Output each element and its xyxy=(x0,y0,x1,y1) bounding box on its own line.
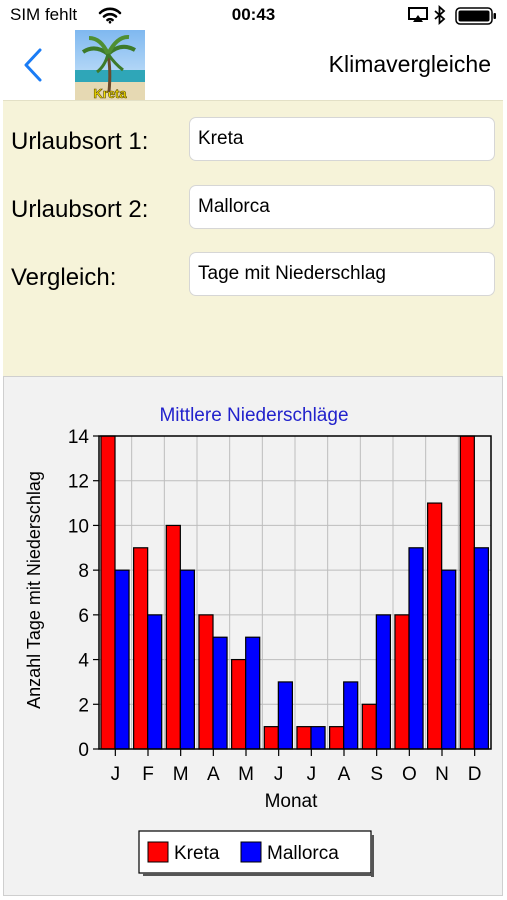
y-axis-label: Anzahl Tage mit Niederschlag xyxy=(24,471,44,709)
bar-mallorca-2 xyxy=(147,614,163,750)
back-button[interactable] xyxy=(18,44,54,86)
legend-swatch-mallorca xyxy=(240,841,262,863)
clock-label: 00:43 xyxy=(231,5,276,24)
bar-mallorca-1 xyxy=(114,569,130,750)
y-tick-label: 0 xyxy=(78,740,89,761)
bar-kreta-11 xyxy=(427,502,443,750)
battery-icon xyxy=(455,7,496,25)
x-tick-label: A xyxy=(338,764,351,785)
legend-swatch-kreta xyxy=(147,841,169,863)
x-tick-label: D xyxy=(468,764,482,785)
navigation-bar: Kreta Klimavergleiche xyxy=(0,30,507,100)
bar-kreta-6 xyxy=(263,726,279,750)
bar-kreta-1 xyxy=(100,435,116,750)
legend-shadow xyxy=(371,835,374,877)
y-tick-label: 14 xyxy=(68,427,90,448)
x-tick-label: F xyxy=(142,764,154,785)
bar-mallorca-7 xyxy=(310,726,326,750)
bar-mallorca-6 xyxy=(277,681,293,750)
app-icon: Kreta xyxy=(75,30,145,100)
bar-kreta-10 xyxy=(394,614,410,750)
x-tick-label: N xyxy=(435,764,449,785)
precipitation-chart: Mittlere Niederschläge Anzahl Tage mit N… xyxy=(24,405,492,877)
bar-mallorca-4 xyxy=(212,636,228,750)
bar-kreta-12 xyxy=(459,435,475,750)
airplay-icon xyxy=(408,7,428,22)
x-tick-label: S xyxy=(370,764,383,785)
bar-kreta-7 xyxy=(296,726,312,750)
bar-mallorca-9 xyxy=(375,614,391,750)
y-tick-label: 4 xyxy=(78,651,89,672)
x-tick-label: J xyxy=(111,764,121,785)
status-bar: SIM fehlt 00:43 xyxy=(0,0,507,30)
location-1-label: Urlaubsort 1: xyxy=(11,128,149,155)
x-axis-label: Monat xyxy=(265,791,319,812)
legend-label-mallorca: Mallorca xyxy=(267,843,339,864)
y-tick-label: 2 xyxy=(78,695,89,716)
bar-kreta-3 xyxy=(165,524,181,750)
y-tick-label: 10 xyxy=(68,516,89,537)
legend-label-kreta: Kreta xyxy=(174,843,220,864)
x-tick-label: A xyxy=(207,764,220,785)
bars xyxy=(100,435,489,750)
bar-kreta-8 xyxy=(329,726,345,750)
y-tick-label: 6 xyxy=(78,606,89,627)
bar-mallorca-11 xyxy=(441,569,457,750)
bar-kreta-9 xyxy=(361,703,377,750)
location-2-label: Urlaubsort 2: xyxy=(11,196,149,223)
bar-mallorca-3 xyxy=(179,569,195,750)
legend-shadow-bottom xyxy=(143,873,374,876)
comparison-label: Vergleich: xyxy=(11,264,117,291)
bar-mallorca-5 xyxy=(245,636,261,750)
chart-title: Mittlere Niederschläge xyxy=(159,405,348,426)
x-tick-label: J xyxy=(307,764,317,785)
bar-mallorca-10 xyxy=(408,547,424,750)
location-2-field[interactable]: Mallorca xyxy=(189,185,495,229)
app-icon-label: Kreta xyxy=(93,86,127,100)
bar-kreta-5 xyxy=(231,658,247,750)
bar-mallorca-12 xyxy=(473,547,489,750)
x-tick-label: M xyxy=(173,764,189,785)
y-tick-label: 12 xyxy=(68,472,89,493)
bar-mallorca-8 xyxy=(343,681,359,750)
page-title: Klimavergleiche xyxy=(328,51,491,77)
chart-panel: Mittlere Niederschläge Anzahl Tage mit N… xyxy=(3,376,503,896)
plot-frame xyxy=(98,435,492,750)
comparison-form: Urlaubsort 1: Kreta Urlaubsort 2: Mallor… xyxy=(3,100,503,377)
location-1-field[interactable]: Kreta xyxy=(189,117,495,161)
bluetooth-icon xyxy=(434,5,446,25)
y-tick-label: 8 xyxy=(78,561,89,582)
carrier-label: SIM fehlt xyxy=(10,5,78,24)
bar-kreta-2 xyxy=(133,547,149,750)
x-tick-label: O xyxy=(402,764,417,785)
comparison-field[interactable]: Tage mit Niederschlag xyxy=(189,252,495,296)
x-tick-label: M xyxy=(238,764,254,785)
bar-kreta-4 xyxy=(198,614,214,750)
wifi-icon xyxy=(98,7,122,24)
legend: Kreta Mallorca xyxy=(138,830,374,877)
x-tick-label: J xyxy=(274,764,284,785)
